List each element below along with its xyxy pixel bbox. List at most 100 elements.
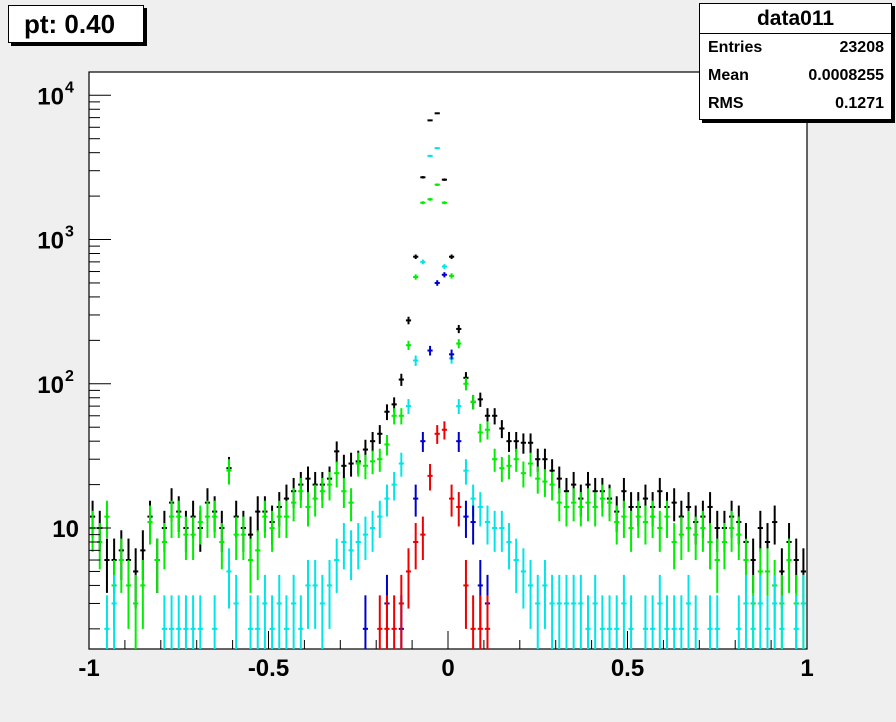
data-point — [757, 510, 763, 552]
data-point — [628, 595, 634, 649]
plot-frame — [88, 71, 808, 650]
data-point — [693, 595, 699, 649]
series-4 — [377, 421, 491, 649]
data-point — [506, 431, 512, 452]
stats-row-rms: RMS 0.1271 — [700, 90, 891, 118]
data-point — [441, 421, 447, 440]
data-point — [190, 595, 196, 649]
data-point — [161, 595, 167, 649]
data-point — [599, 484, 605, 517]
data-point — [413, 254, 419, 260]
data-point — [362, 595, 369, 649]
data-point — [176, 500, 182, 538]
data-point — [592, 492, 598, 527]
data-point — [606, 595, 613, 649]
data-point — [527, 433, 534, 454]
data-point — [377, 448, 383, 472]
data-point — [506, 523, 512, 570]
data-point — [520, 433, 526, 454]
data-point — [197, 595, 203, 649]
x-tick-label: -1 — [78, 655, 99, 682]
data-point — [793, 595, 799, 649]
data-point — [341, 523, 347, 570]
data-point — [556, 488, 562, 522]
data-point — [671, 523, 677, 570]
data-point — [212, 500, 218, 538]
data-point — [484, 505, 491, 545]
data-point — [549, 574, 555, 649]
data-point — [233, 574, 239, 649]
data-point — [125, 560, 132, 629]
data-point — [420, 176, 426, 179]
data-point — [520, 461, 526, 488]
data-point — [370, 450, 376, 475]
data-point — [377, 500, 383, 538]
x-tick-label: -0.5 — [248, 655, 289, 682]
data-point — [154, 538, 160, 593]
data-point — [571, 488, 577, 522]
data-point — [578, 574, 584, 649]
data-point — [664, 500, 670, 538]
data-point — [384, 404, 390, 421]
data-point — [391, 408, 397, 425]
y-tick-label: 10 — [52, 516, 79, 543]
data-point — [657, 574, 663, 649]
data-point — [477, 423, 483, 443]
data-point — [240, 516, 246, 561]
data-point — [420, 516, 426, 561]
data-point — [391, 595, 397, 649]
data-point — [542, 469, 548, 497]
data-point — [276, 500, 282, 538]
data-point — [283, 595, 290, 649]
data-point — [772, 505, 778, 545]
data-point — [592, 574, 598, 649]
data-point — [348, 452, 354, 477]
data-point — [427, 345, 433, 356]
data-point — [255, 496, 261, 532]
data-point — [449, 484, 455, 517]
data-point — [255, 530, 261, 581]
data-point — [147, 505, 153, 545]
data-point — [441, 272, 447, 278]
data-point — [714, 538, 720, 593]
data-point — [398, 373, 404, 386]
data-point — [413, 274, 419, 280]
data-point — [398, 408, 404, 425]
data-point — [685, 510, 692, 552]
data-point — [685, 574, 692, 649]
data-point — [362, 454, 369, 480]
data-point — [693, 516, 699, 561]
data-point — [786, 538, 792, 593]
data-point — [499, 456, 505, 482]
data-point — [456, 431, 462, 452]
data-point — [578, 492, 584, 527]
data-point — [233, 516, 239, 561]
data-point — [757, 574, 763, 649]
data-point — [334, 441, 340, 464]
data-point — [391, 471, 397, 501]
x-tick-label: 0.5 — [611, 655, 644, 682]
stats-value: 0.1271 — [835, 95, 884, 112]
y-tick-label: 10 — [37, 83, 64, 110]
y-tick-exponent: 2 — [65, 368, 74, 385]
data-point — [527, 452, 534, 477]
data-point — [736, 595, 742, 649]
data-marks — [90, 112, 806, 649]
data-point — [348, 530, 354, 581]
data-point — [104, 538, 110, 593]
data-point — [520, 548, 526, 609]
data-point — [484, 421, 491, 440]
data-point — [384, 434, 390, 456]
data-point — [204, 500, 211, 538]
data-point — [628, 510, 634, 552]
data-point — [262, 500, 268, 538]
stats-row-entries: Entries 23208 — [700, 34, 891, 62]
y-tick-label: 10 — [37, 228, 64, 255]
data-point — [111, 574, 117, 649]
data-point — [370, 431, 376, 452]
stats-box: data011 Entries 23208 Mean 0.0008255 RMS… — [699, 3, 892, 120]
data-point — [434, 280, 440, 286]
data-point — [621, 500, 627, 538]
